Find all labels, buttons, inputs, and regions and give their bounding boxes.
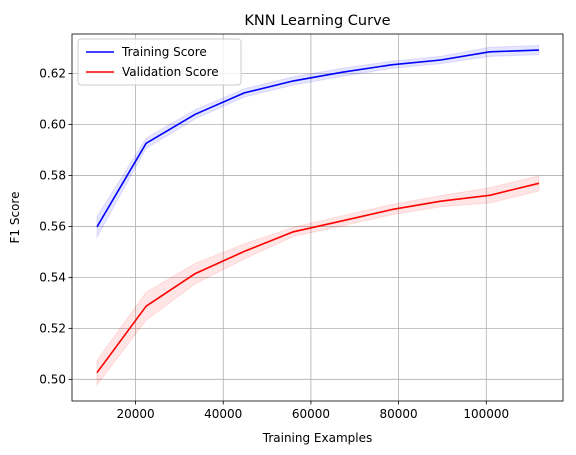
x-tick-label: 100000: [463, 407, 509, 421]
validation-score-line: [96, 182, 540, 374]
y-tick-label: 0.56: [39, 219, 66, 233]
axis-ticks: 20000 40000 60000 80000 100000 0.50 0.52 0.54 0.…: [39, 67, 509, 421]
y-tick-label: 0.62: [39, 67, 66, 81]
x-tick-label: 60000: [292, 407, 330, 421]
training-score-line: [96, 49, 539, 228]
x-tick-label: 40000: [204, 407, 242, 421]
legend: Training Score Validation Score: [77, 38, 242, 86]
x-axis-title: Training Examples: [262, 431, 372, 445]
y-tick-label: 0.50: [39, 372, 66, 386]
grid: [72, 34, 563, 401]
training-score-band: [96, 44, 540, 240]
plot-frame: [71, 33, 564, 402]
y-tick-label: 0.60: [39, 117, 66, 131]
y-axis-title: F1 Score: [8, 192, 22, 244]
x-tick-label: 20000: [116, 407, 154, 421]
y-tick-label: 0.58: [39, 168, 66, 182]
y-tick-label: 0.54: [39, 270, 66, 284]
y-tick-label: 0.52: [39, 321, 66, 335]
validation-score-legend-label: Validation Score: [122, 65, 219, 79]
training-score-legend-label: Training Score: [121, 45, 207, 59]
chart-title: KNN Learning Curve: [244, 13, 390, 29]
series-lines: [96, 49, 540, 374]
x-tick-label: 80000: [380, 407, 418, 421]
legend-box: [77, 38, 242, 86]
